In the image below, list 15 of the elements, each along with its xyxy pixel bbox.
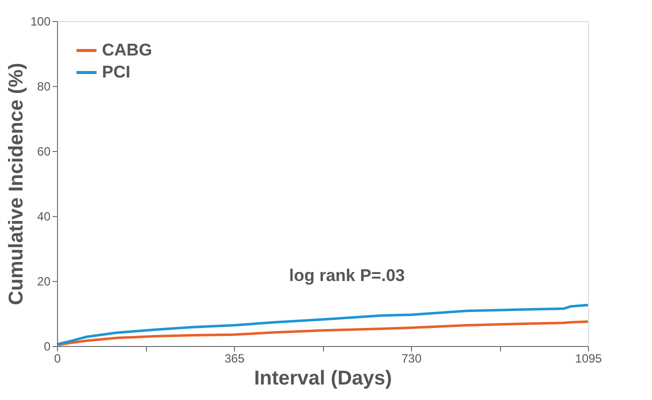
y-tick-label: 100: [30, 14, 51, 28]
legend-label: PCI: [102, 62, 130, 82]
y-axis-title: Cumulative Incidence (%): [5, 62, 28, 306]
x-tick-label: 0: [54, 352, 62, 366]
legend-label: CABG: [102, 40, 152, 60]
y-tick-label: 60: [37, 144, 51, 158]
y-tick-label: 80: [37, 80, 51, 94]
y-tick-label: 40: [37, 210, 51, 224]
x-tick-label: 730: [401, 352, 422, 366]
annotation: log rank P=.03: [289, 266, 405, 285]
x-axis-title: Interval (Days): [254, 368, 392, 390]
y-tick-label: 0: [44, 340, 51, 354]
x-tick-label: 365: [224, 352, 245, 366]
y-tick-label: 20: [37, 274, 51, 288]
x-tick-label: 1095: [575, 352, 602, 366]
